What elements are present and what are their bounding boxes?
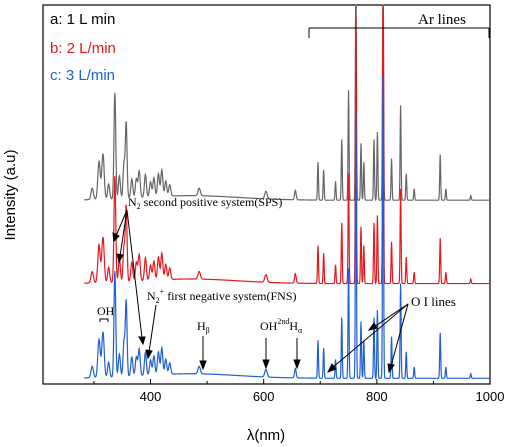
h-beta-label: Hβ: [197, 319, 210, 335]
series-c-line: [84, 75, 490, 380]
series-a-line: [84, 4, 490, 202]
x-tick-label-600: 600: [253, 389, 275, 404]
n2-fns-label: N2+ first negative system(FNS): [147, 287, 297, 305]
legend-entry-c: c: 3 L/min: [50, 67, 115, 84]
x-axis-title: λ(nm): [247, 427, 285, 444]
n2-sps-arrows: [112, 209, 146, 346]
o-i-lines-arrows: [326, 303, 409, 374]
x-tick-label-800: 800: [366, 389, 388, 404]
legend-entry-b: b: 2 L/min: [50, 40, 116, 57]
ar-lines-label: Ar lines: [418, 12, 466, 28]
y-axis-title: Intensity (a.u): [2, 150, 19, 241]
oh-label: OH: [97, 304, 115, 318]
legend-entry-a: a: 1 L min: [50, 11, 115, 28]
oh2nd-halpha-label: OH2ndHα: [260, 317, 303, 335]
h-alpha-arrow: [293, 338, 301, 370]
h-beta-arrow: [199, 336, 207, 371]
x-tick-label-400: 400: [140, 389, 162, 404]
x-tick-label-1000: 1000: [476, 389, 505, 404]
oh-bracket: [99, 318, 109, 322]
oh2nd-arrow: [262, 338, 270, 370]
n2-sps-label: N2 second positive system(SPS): [128, 195, 282, 211]
series-b-line: [84, 4, 490, 285]
ar-lines-bracket: [308, 27, 490, 38]
plot-frame: [42, 4, 491, 385]
o-i-lines-label: O I lines: [411, 294, 456, 309]
n2-fns-arrow: [145, 304, 157, 360]
x-axis-ticks: 400 600 800 1000: [93, 379, 505, 404]
